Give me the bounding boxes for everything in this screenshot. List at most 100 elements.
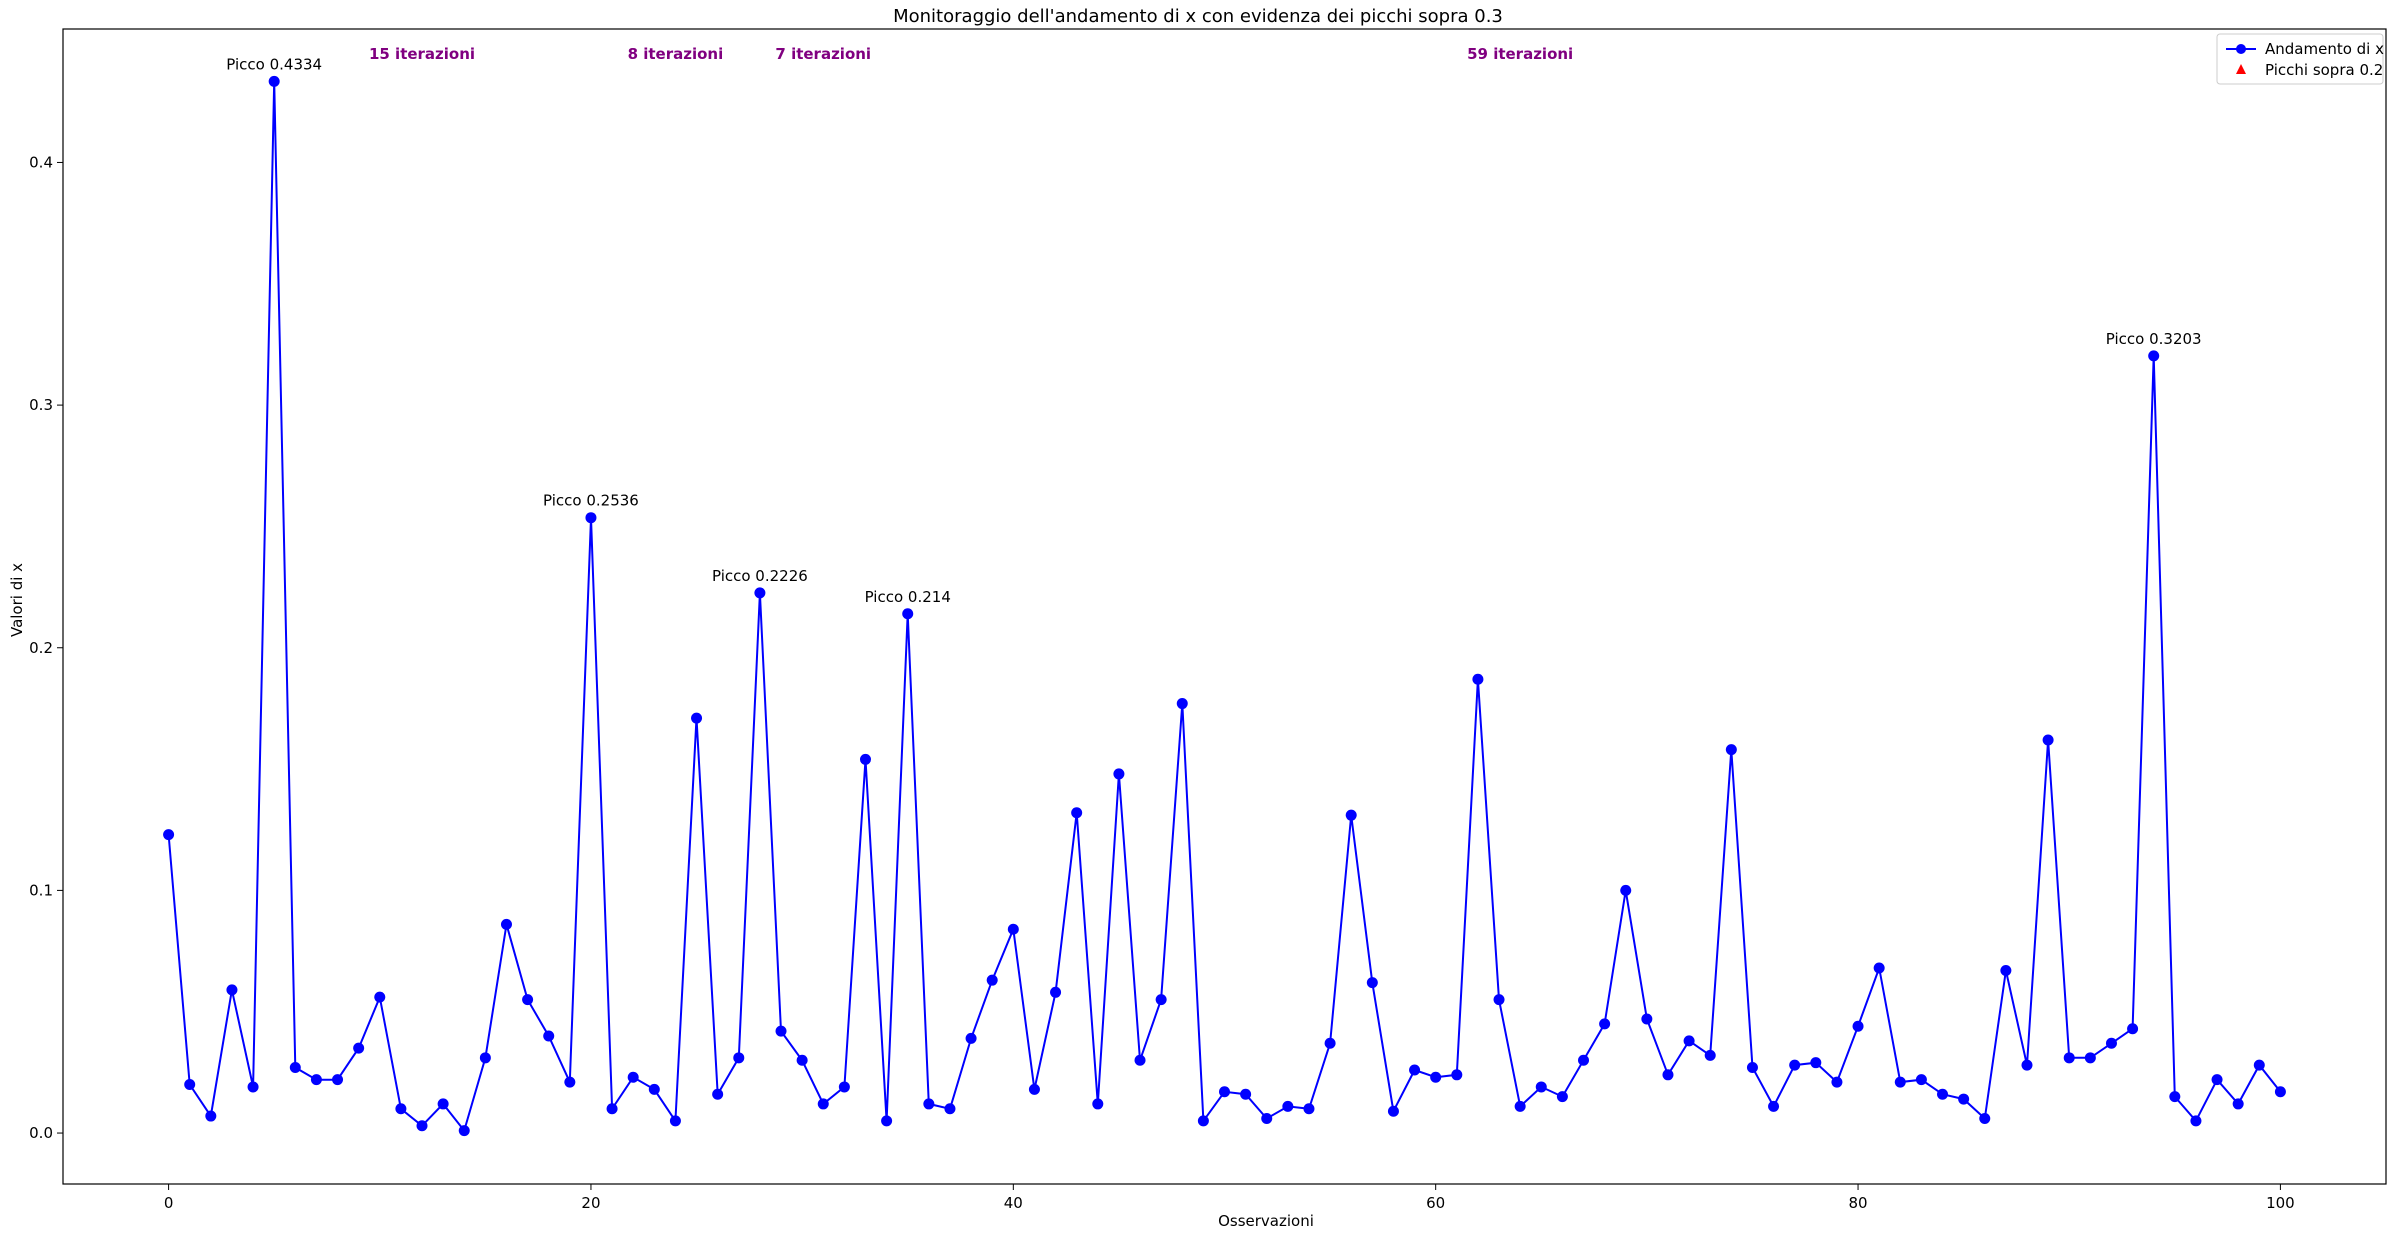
- data-point: [2169, 1091, 2180, 1102]
- data-point: [1515, 1101, 1526, 1112]
- data-point: [1599, 1018, 1610, 1029]
- data-point: [1261, 1113, 1272, 1124]
- iteration-count-label: 7 iterazioni: [775, 45, 871, 63]
- data-point: [1747, 1062, 1758, 1073]
- data-point: [1050, 987, 1061, 998]
- y-tick-label: 0.4: [29, 153, 53, 171]
- data-point: [501, 919, 512, 930]
- data-point: [2064, 1052, 2075, 1063]
- data-point: [1810, 1057, 1821, 1068]
- data-point: [1409, 1064, 1420, 1075]
- data-point: [754, 587, 765, 598]
- data-point: [1705, 1050, 1716, 1061]
- data-point: [987, 975, 998, 986]
- legend-entry-picchi: Picchi sopra 0.2: [2265, 61, 2383, 79]
- data-point: [438, 1098, 449, 1109]
- data-point: [649, 1084, 660, 1095]
- data-point: [2254, 1060, 2265, 1071]
- peak-annotation: Picco 0.2536: [543, 492, 639, 510]
- data-point: [881, 1115, 892, 1126]
- data-point: [269, 76, 280, 87]
- data-point: [2212, 1074, 2223, 1085]
- data-point: [1536, 1081, 1547, 1092]
- data-point: [1198, 1115, 1209, 1126]
- data-point: [1768, 1101, 1779, 1112]
- data-point: [902, 608, 913, 619]
- data-point: [607, 1103, 618, 1114]
- data-point: [332, 1074, 343, 1085]
- data-point: [1219, 1086, 1230, 1097]
- x-tick-label: 20: [581, 1194, 600, 1212]
- data-point: [1853, 1021, 1864, 1032]
- data-point: [839, 1081, 850, 1092]
- data-point: [1282, 1101, 1293, 1112]
- data-point: [670, 1115, 681, 1126]
- data-point: [2043, 734, 2054, 745]
- data-point: [2106, 1038, 2117, 1049]
- data-point: [1958, 1094, 1969, 1105]
- data-point: [311, 1074, 322, 1085]
- data-point: [480, 1052, 491, 1063]
- x-tick-label: 80: [1848, 1194, 1867, 1212]
- data-point: [1135, 1055, 1146, 1066]
- data-point: [1071, 807, 1082, 818]
- data-point: [691, 713, 702, 724]
- data-point: [290, 1062, 301, 1073]
- data-point: [1472, 674, 1483, 685]
- iteration-count-label: 15 iterazioni: [369, 45, 475, 63]
- data-point: [2233, 1098, 2244, 1109]
- data-point: [818, 1098, 829, 1109]
- data-point: [395, 1103, 406, 1114]
- data-point: [1367, 977, 1378, 988]
- x-tick-label: 40: [1004, 1194, 1023, 1212]
- y-axis-label: Valori di x: [8, 563, 26, 637]
- data-point: [2021, 1060, 2032, 1071]
- data-point: [248, 1081, 259, 1092]
- data-point: [226, 984, 237, 995]
- data-point: [1092, 1098, 1103, 1109]
- data-point: [712, 1089, 723, 1100]
- data-point: [2190, 1115, 2201, 1126]
- data-point: [205, 1111, 216, 1122]
- data-point: [184, 1079, 195, 1090]
- x-axis-label: Osservazioni: [1218, 1212, 1314, 1230]
- data-point: [163, 829, 174, 840]
- y-tick-label: 0.1: [29, 881, 53, 899]
- data-point: [1916, 1074, 1927, 1085]
- legend: Andamento di x Picchi sopra 0.2: [2217, 34, 2384, 84]
- iteration-count-label: 59 iterazioni: [1467, 45, 1573, 63]
- peak-annotation: Picco 0.2226: [712, 567, 808, 585]
- data-point: [1430, 1072, 1441, 1083]
- data-point: [1620, 885, 1631, 896]
- data-point: [1895, 1077, 1906, 1088]
- data-point: [1684, 1035, 1695, 1046]
- x-tick-label: 0: [164, 1194, 174, 1212]
- data-point: [522, 994, 533, 1005]
- data-point: [776, 1026, 787, 1037]
- data-point: [374, 992, 385, 1003]
- data-point: [564, 1077, 575, 1088]
- data-point: [459, 1125, 470, 1136]
- data-point: [2127, 1023, 2138, 1034]
- iteration-count-label: 8 iterazioni: [628, 45, 724, 63]
- data-point: [1726, 744, 1737, 755]
- data-point: [2275, 1086, 2286, 1097]
- data-point: [1831, 1077, 1842, 1088]
- x-tick-label: 100: [2266, 1194, 2295, 1212]
- y-tick-label: 0.0: [29, 1124, 53, 1142]
- data-point: [1662, 1069, 1673, 1080]
- data-point: [1029, 1084, 1040, 1095]
- data-point: [1578, 1055, 1589, 1066]
- data-point: [2148, 350, 2159, 361]
- data-point: [1937, 1089, 1948, 1100]
- data-point: [923, 1098, 934, 1109]
- data-point: [585, 512, 596, 523]
- peak-annotation: Picco 0.3203: [2106, 330, 2202, 348]
- data-point: [2000, 965, 2011, 976]
- data-point: [2085, 1052, 2096, 1063]
- chart-title: Monitoraggio dell'andamento di x con evi…: [893, 6, 1503, 27]
- data-point: [543, 1030, 554, 1041]
- legend-circle-marker: [2236, 44, 2246, 54]
- data-point: [1874, 963, 1885, 974]
